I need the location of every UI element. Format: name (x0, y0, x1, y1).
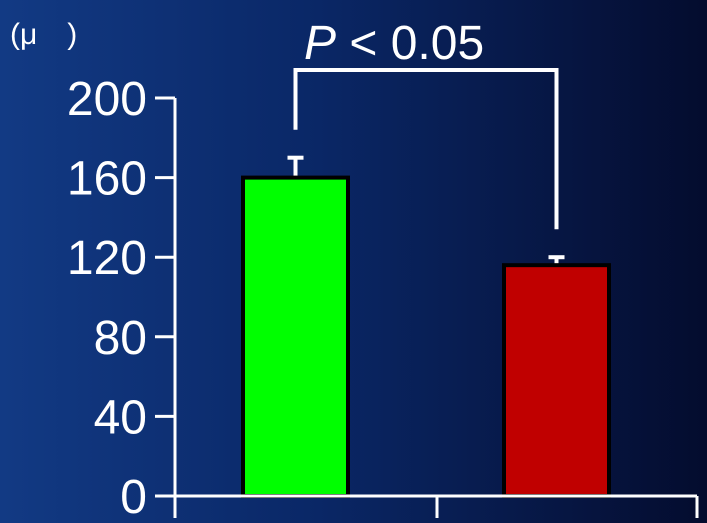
p-value-text: < 0.05 (336, 17, 484, 70)
y-tick-label: 120 (67, 232, 147, 285)
y-tick-label: 160 (67, 153, 147, 206)
bars (241, 155, 611, 498)
unit-label: (μ ) (10, 18, 77, 51)
y-tick-label: 0 (120, 471, 147, 523)
significance-label: P < 0.05 (304, 17, 484, 70)
bracket-line (293, 68, 559, 230)
significance-bracket (293, 68, 559, 230)
bar (502, 263, 611, 498)
p-symbol: P (304, 17, 336, 70)
bar (241, 175, 350, 498)
y-tick-label: 200 (67, 73, 147, 126)
y-axis-ticks: 0 40 80 120 160 200 (67, 73, 175, 523)
y-tick-label: 80 (94, 312, 147, 365)
y-tick-label: 40 (94, 391, 147, 444)
axes (155, 98, 699, 518)
